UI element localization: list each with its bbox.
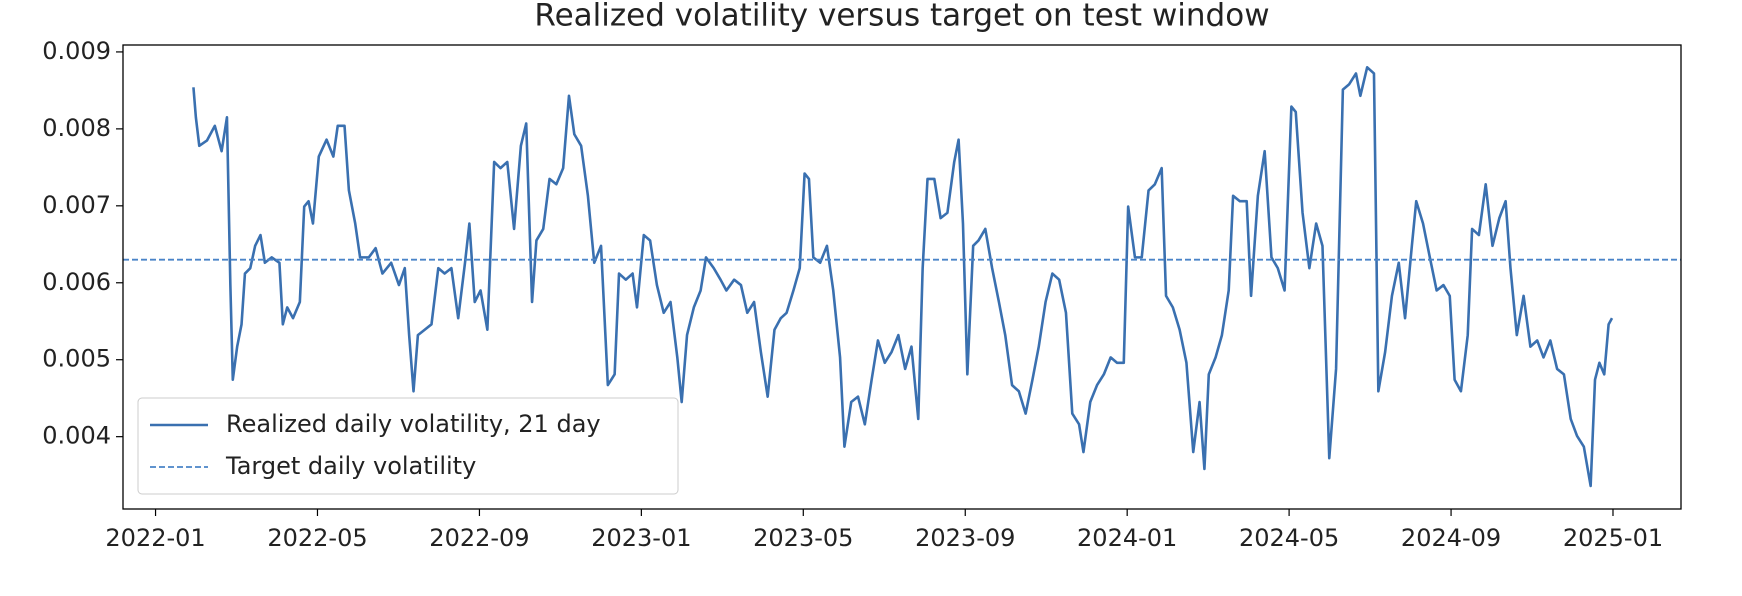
chart-title: Realized volatility versus target on tes…: [534, 0, 1269, 34]
x-tick-label: 2022-01: [105, 524, 205, 552]
y-tick-label: 0.004: [42, 422, 111, 450]
y-tick-label: 0.008: [42, 114, 111, 142]
y-tick-label: 0.009: [42, 37, 111, 65]
x-tick-label: 2023-09: [915, 524, 1015, 552]
y-tick-label: 0.005: [42, 345, 111, 373]
plot-frame: [122, 44, 1682, 510]
x-tick-label: 2024-01: [1077, 524, 1177, 552]
x-tick-label: 2022-09: [429, 524, 529, 552]
y-tick-label: 0.006: [42, 268, 111, 296]
legend-label: Target daily volatility: [225, 452, 476, 480]
x-tick-label: 2023-05: [753, 524, 853, 552]
x-tick-label: 2023-01: [591, 524, 691, 552]
legend-box: [137, 397, 679, 495]
legend-label: Realized daily volatility, 21 day: [226, 410, 601, 438]
series-line: [192, 66, 1614, 488]
legend: Realized daily volatility, 21 day Target …: [137, 397, 679, 495]
x-tick-label: 2024-09: [1401, 524, 1501, 552]
x-tick-label: 2022-05: [267, 524, 367, 552]
y-tick-label: 0.007: [42, 191, 111, 219]
x-tick-label: 2024-05: [1239, 524, 1339, 552]
x-tick-label: 2025-01: [1563, 524, 1663, 552]
